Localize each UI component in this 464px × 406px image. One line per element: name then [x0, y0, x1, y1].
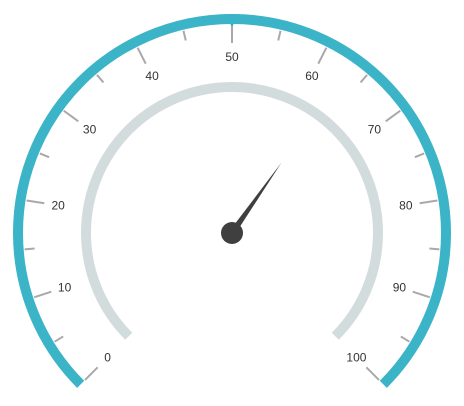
gauge-ranges: [13, 14, 451, 388]
minor-tick: [24, 247, 35, 251]
major-tick: [136, 47, 147, 65]
major-tick: [365, 366, 380, 381]
minor-tick: [359, 74, 368, 84]
minor-tick: [182, 30, 187, 41]
minor-tick: [96, 74, 105, 84]
major-tick: [63, 109, 79, 123]
major-tick: [419, 199, 438, 205]
tick-label: 90: [393, 280, 407, 294]
tick-label: 50: [225, 50, 239, 64]
major-tick: [84, 366, 99, 381]
tick-label: 40: [145, 69, 159, 83]
minor-tick: [400, 335, 410, 343]
tick-label: 0: [104, 350, 111, 364]
major-tick: [412, 290, 431, 299]
major-tick: [317, 47, 328, 65]
tick-label: 80: [399, 198, 413, 212]
gauge-labels: 0 10 20 30 40 50 60 70 80 90 100: [51, 50, 412, 364]
minor-tick: [39, 152, 50, 159]
outer-range-arc: [13, 14, 451, 388]
major-tick: [385, 109, 401, 123]
inner-range-arc: [81, 82, 383, 340]
tick-label: 30: [83, 123, 97, 137]
gauge-pointers: [221, 14, 282, 244]
major-tick: [26, 199, 45, 205]
minor-tick: [277, 30, 282, 41]
minor-tick: [414, 152, 425, 159]
needle-cap: [221, 222, 243, 244]
value-marker: [224, 14, 240, 27]
gauge-ticks: [24, 25, 440, 381]
needle-pointer: [229, 162, 282, 235]
minor-tick: [429, 247, 440, 251]
tick-label: 10: [58, 280, 72, 294]
major-tick: [33, 290, 52, 299]
tick-label: 70: [368, 123, 382, 137]
tick-label: 60: [305, 69, 319, 83]
minor-tick: [54, 335, 64, 343]
tick-label: 100: [346, 350, 366, 364]
tick-label: 20: [51, 198, 65, 212]
